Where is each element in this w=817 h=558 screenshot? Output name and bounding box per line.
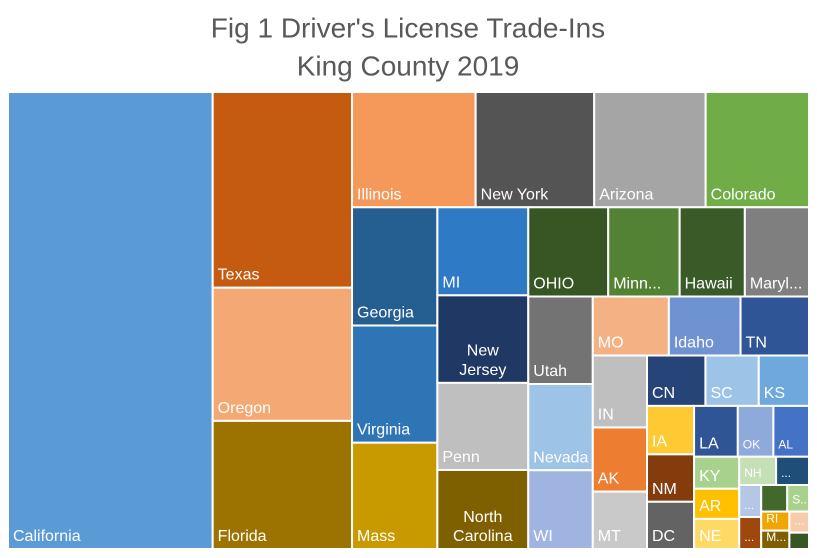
tile-label: Virginia: [357, 422, 410, 439]
tile-label: Texas: [218, 267, 260, 284]
tile-label: California: [13, 528, 81, 545]
tile-label: OK: [743, 438, 760, 452]
tile-label: Hawaii: [685, 276, 733, 293]
tile-label: Maryl...: [750, 276, 802, 293]
tile-label: NE: [699, 528, 721, 545]
treemap-tile: [527, 295, 594, 386]
tile-label: ...: [744, 530, 754, 544]
treemap-tile: [7, 91, 214, 550]
tile-label: KS: [764, 385, 785, 402]
tile-label: AL: [778, 438, 793, 452]
treemap-tile: [760, 483, 789, 513]
treemap-tile: [351, 441, 439, 551]
treemap-tile: [351, 91, 477, 209]
tile-label: Colorado: [711, 186, 776, 203]
tile-label: Utah: [533, 363, 567, 380]
tile-label: AK: [598, 471, 620, 488]
treemap-tile: [436, 381, 530, 471]
treemap-tile: [645, 453, 696, 503]
treemap-tile: [211, 419, 354, 551]
treemap-tile: [351, 324, 439, 444]
tile-label: RI: [766, 512, 778, 526]
treemap-tile: [591, 295, 670, 357]
chart-title: Fig 1 Driver's License Trade-Ins: [211, 12, 605, 43]
tile-label: IN: [598, 406, 614, 423]
treemap-tile: [211, 286, 354, 422]
tile-label: Idaho: [674, 334, 714, 351]
tile-label: ...: [794, 514, 804, 528]
tile-label: MI: [442, 274, 460, 291]
tile-label: NM: [652, 481, 677, 498]
tile-label: LA: [699, 436, 719, 453]
tile-label: TN: [746, 334, 767, 351]
tile-label: MO: [598, 334, 624, 351]
tile-label: IA: [652, 433, 667, 450]
tile-label: KY: [699, 468, 721, 485]
tile-label: MT: [598, 528, 621, 545]
treemap-tile: [788, 531, 811, 551]
tile-label: Minn...: [613, 276, 661, 293]
tile-label: M...: [766, 530, 786, 544]
tile-label: New York: [481, 186, 550, 203]
treemap-tile: [693, 455, 741, 490]
tile-label: Penn: [442, 449, 479, 466]
tile-label: Oregon: [218, 400, 271, 417]
treemap-tile: [704, 91, 810, 209]
treemap-tile: [678, 206, 746, 298]
treemap-tile: [436, 206, 530, 297]
tile-label: AR: [699, 498, 721, 515]
tile-label: Nevada: [533, 449, 588, 466]
treemap-tile: [757, 354, 811, 407]
tile-label: CN: [652, 385, 675, 402]
treemap-tile: [527, 383, 594, 472]
treemap-tile: [645, 354, 707, 407]
tile-label: DC: [652, 528, 675, 545]
treemap-tile: [436, 468, 530, 551]
tile-label: North Carolina: [453, 509, 513, 545]
tile-label: SC: [710, 385, 732, 402]
tile-label: Illinois: [357, 186, 401, 203]
tile-label: ...: [781, 466, 791, 480]
tile-label: NH: [744, 466, 761, 480]
tile-label: Georgia: [357, 304, 414, 321]
treemap-tile: [211, 91, 354, 289]
tile-label: Florida: [218, 528, 267, 545]
tile-label: New Jersey: [459, 343, 506, 379]
tile-label: Mass: [357, 528, 395, 545]
treemap-tile: [743, 206, 811, 298]
tile-label: ...: [744, 498, 754, 512]
treemap-tile: [527, 206, 610, 298]
tile-label: S...: [792, 493, 810, 507]
tile-label: WI: [533, 528, 553, 545]
treemap-tile: [667, 295, 742, 357]
tile-label: OHIO: [533, 276, 574, 293]
treemap-tile: [739, 295, 811, 357]
chart-subtitle: King County 2019: [297, 50, 520, 81]
treemap-tile: [693, 517, 741, 550]
treemap-tile: [527, 469, 594, 550]
tile-label: Arizona: [599, 186, 653, 203]
